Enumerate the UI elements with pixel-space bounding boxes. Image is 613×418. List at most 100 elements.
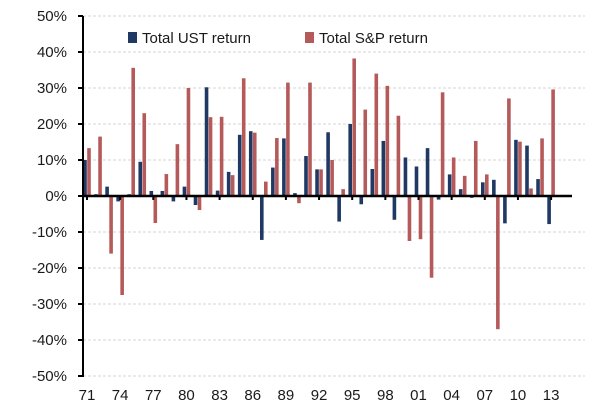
y-tick-label: -10% bbox=[32, 224, 67, 241]
bar-sp bbox=[485, 174, 489, 196]
x-tick-label: 95 bbox=[344, 387, 361, 404]
bar-ust bbox=[149, 190, 154, 196]
bar-sp bbox=[264, 181, 268, 196]
bar-ust bbox=[83, 160, 87, 196]
bar-ust bbox=[116, 196, 120, 202]
bar-ust bbox=[182, 186, 187, 196]
bar-ust bbox=[260, 196, 264, 240]
bar-ust bbox=[248, 131, 253, 196]
bar-sp bbox=[308, 82, 312, 196]
bar-ust bbox=[547, 196, 551, 225]
bar-sp bbox=[219, 116, 224, 196]
y-tick-label: -50% bbox=[32, 368, 67, 385]
bar-sp bbox=[186, 88, 191, 196]
x-tick-label: 01 bbox=[410, 387, 427, 404]
x-tick-label: 83 bbox=[211, 387, 228, 404]
bar-sp bbox=[451, 157, 456, 196]
bar-ust bbox=[215, 190, 220, 196]
bar-sp bbox=[330, 160, 334, 196]
bar-sp bbox=[87, 148, 91, 196]
bar-ust bbox=[348, 124, 352, 196]
bar-sp bbox=[120, 196, 124, 295]
legend-label-sp: Total S&P return bbox=[319, 30, 428, 47]
bar-sp bbox=[286, 82, 290, 196]
bar-ust bbox=[492, 179, 496, 196]
bar-sp bbox=[297, 196, 301, 204]
x-tick-label: 86 bbox=[244, 387, 261, 404]
bar-sp bbox=[374, 73, 379, 196]
bar-sp bbox=[142, 113, 147, 196]
bar-sp bbox=[540, 138, 544, 196]
bar-ust bbox=[481, 182, 485, 196]
bar-sp bbox=[385, 85, 390, 196]
legend-item-sp: Total S&P return bbox=[305, 30, 428, 47]
x-tick-label: 80 bbox=[178, 387, 195, 404]
x-tick-label: 89 bbox=[278, 387, 295, 404]
y-tick-label: -30% bbox=[32, 296, 67, 313]
bar-ust bbox=[271, 167, 275, 196]
bar-sp bbox=[363, 109, 368, 196]
bar-sp bbox=[230, 175, 235, 196]
y-tick-label: -20% bbox=[32, 260, 67, 277]
bar-sp bbox=[175, 144, 180, 196]
y-tick-label: 50% bbox=[37, 8, 67, 25]
bar-sp bbox=[473, 140, 478, 196]
bar-ust bbox=[105, 186, 109, 196]
bar-sp bbox=[319, 169, 323, 196]
bar-sp bbox=[407, 196, 412, 241]
bar-ust bbox=[282, 138, 286, 196]
bar-ust bbox=[536, 179, 540, 196]
y-axis-ticks: 50% 40% 30% 20% 10% 0% -10% -20% -30% -40% -50% bbox=[32, 8, 83, 385]
bar-sp bbox=[109, 196, 113, 254]
gridlines bbox=[83, 15, 585, 377]
bar-sp bbox=[496, 196, 500, 330]
bar-sp bbox=[551, 89, 555, 196]
y-tick-label: -40% bbox=[32, 332, 67, 349]
x-tick-label: 04 bbox=[443, 387, 460, 404]
legend-swatch-ust bbox=[128, 32, 137, 43]
x-axis-ticks: 71 74 77 80 83 86 89 92 95 98 01 04 07 10 13 bbox=[79, 196, 560, 404]
bar-sp bbox=[462, 175, 467, 196]
bar-ust bbox=[503, 196, 507, 224]
x-tick-label: 71 bbox=[79, 387, 96, 404]
bar-sp bbox=[197, 196, 202, 211]
bar-sp bbox=[518, 141, 522, 196]
bar-ust bbox=[293, 193, 297, 196]
bar-ust bbox=[160, 190, 165, 196]
bar-ust bbox=[326, 132, 330, 196]
legend-item-ust: Total UST return bbox=[128, 30, 251, 47]
bar-sp bbox=[440, 92, 445, 196]
x-tick-label: 77 bbox=[145, 387, 162, 404]
legend: Total UST return Total S&P return bbox=[128, 30, 428, 47]
x-tick-label: 98 bbox=[377, 387, 394, 404]
bar-sp bbox=[98, 136, 102, 196]
bar-ust bbox=[304, 156, 308, 196]
bar-ust bbox=[315, 169, 319, 196]
bar-sp bbox=[507, 98, 511, 196]
x-tick-label: 10 bbox=[510, 387, 527, 404]
bar-ust bbox=[525, 145, 529, 196]
bar-ust bbox=[370, 169, 375, 196]
bar-ust bbox=[171, 196, 176, 202]
bar-ust bbox=[425, 148, 430, 196]
bar-sp bbox=[252, 132, 257, 196]
y-tick-label: 20% bbox=[37, 116, 67, 133]
bar-ust bbox=[403, 157, 408, 196]
x-tick-label: 92 bbox=[311, 387, 328, 404]
bar-sp bbox=[275, 138, 279, 196]
bar-sp bbox=[208, 117, 213, 196]
y-tick-label: 10% bbox=[37, 152, 67, 169]
bar-ust bbox=[204, 87, 209, 196]
bar-sp bbox=[131, 67, 135, 196]
bar-sp bbox=[529, 188, 533, 196]
bar-sp bbox=[352, 58, 356, 197]
bar-sp bbox=[153, 196, 158, 223]
bar-ust bbox=[392, 196, 397, 220]
bar-ust bbox=[414, 166, 419, 196]
y-tick-label: 30% bbox=[37, 80, 67, 97]
x-tick-label: 13 bbox=[543, 387, 560, 404]
bar-ust bbox=[226, 171, 231, 196]
bar-ust bbox=[436, 196, 441, 200]
bar-ust bbox=[237, 134, 242, 196]
bar-ust bbox=[138, 161, 143, 196]
